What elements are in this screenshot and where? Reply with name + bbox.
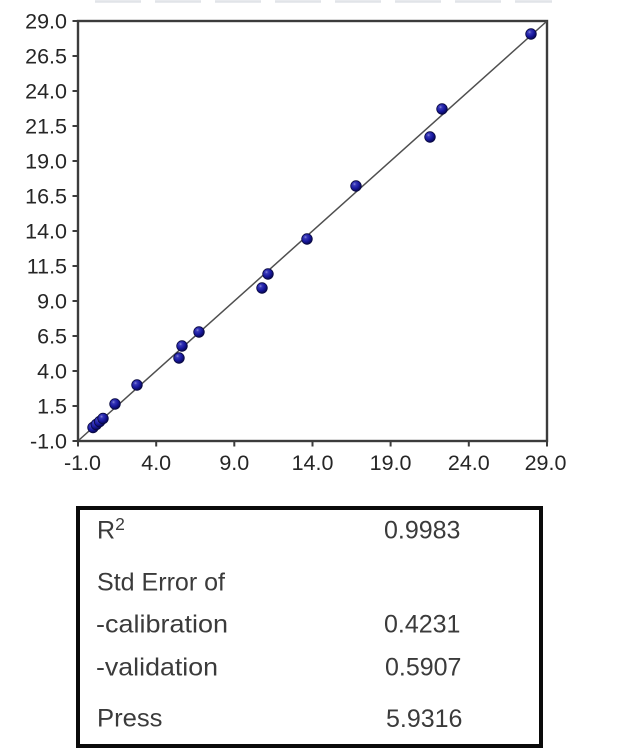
- svg-text:0.9983: 0.9983: [384, 517, 460, 545]
- svg-text:29.0: 29.0: [525, 451, 567, 475]
- svg-text:14.0: 14.0: [25, 220, 67, 244]
- svg-text:9.0: 9.0: [219, 451, 249, 475]
- svg-text:-1.0: -1.0: [64, 451, 101, 475]
- svg-text:-1.0: -1.0: [30, 430, 67, 454]
- svg-text:6.5: 6.5: [37, 325, 67, 349]
- svg-text:9.0: 9.0: [37, 290, 67, 314]
- svg-text:4.0: 4.0: [141, 451, 171, 475]
- svg-text:21.5: 21.5: [25, 115, 67, 139]
- svg-text:24.0: 24.0: [25, 80, 67, 104]
- svg-text:19.0: 19.0: [370, 451, 412, 475]
- svg-text:Press: Press: [97, 705, 163, 733]
- svg-text:1.5: 1.5: [37, 395, 67, 419]
- svg-text:4.0: 4.0: [37, 360, 67, 384]
- svg-text:5.9316: 5.9316: [386, 705, 462, 733]
- svg-text:11.5: 11.5: [27, 255, 67, 279]
- svg-text:Std Error of: Std Error of: [97, 569, 225, 597]
- svg-text:0.5907: 0.5907: [385, 654, 461, 682]
- svg-text:26.5: 26.5: [25, 45, 67, 69]
- svg-text:29.0: 29.0: [25, 10, 67, 34]
- svg-text:19.0: 19.0: [25, 150, 67, 174]
- svg-text:14.0: 14.0: [292, 451, 334, 475]
- svg-text:16.5: 16.5: [25, 185, 67, 209]
- svg-text:0.4231: 0.4231: [384, 611, 460, 639]
- svg-text:-validation: -validation: [96, 654, 218, 682]
- svg-text:-calibration: -calibration: [96, 611, 228, 639]
- svg-text:24.0: 24.0: [448, 451, 490, 475]
